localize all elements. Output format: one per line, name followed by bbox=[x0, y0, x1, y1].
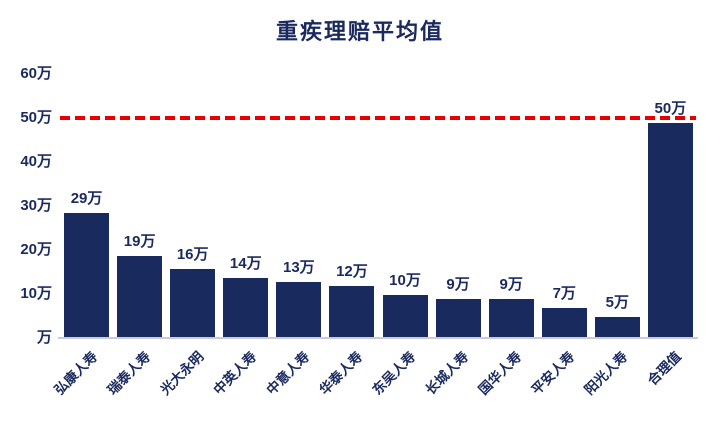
x-axis-label: 阳光人寿 bbox=[581, 348, 631, 398]
bar-value-label: 13万 bbox=[283, 259, 315, 277]
bar bbox=[541, 307, 587, 338]
bar-slot: 13万中意人寿 bbox=[264, 0, 325, 398]
bar-slot: 50万合理值 bbox=[644, 0, 697, 388]
bar-slot: 16万光大永明 bbox=[157, 0, 219, 398]
y-axis-tick-label: 20万 bbox=[20, 241, 52, 258]
x-axis-line bbox=[58, 337, 698, 339]
chart-title: 重疾理赔平均值 bbox=[275, 19, 444, 44]
x-axis-label: 国华人寿 bbox=[475, 348, 525, 398]
bar-value-label: 9万 bbox=[446, 276, 470, 294]
bar-slot: 19万瑞泰人寿 bbox=[104, 0, 166, 398]
bar-value-label: 19万 bbox=[123, 233, 156, 251]
bar-value-label: 12万 bbox=[336, 263, 368, 281]
bar-value-label: 16万 bbox=[176, 246, 209, 264]
y-axis-tick-label: 万 bbox=[36, 329, 52, 346]
bar-value-label: 5万 bbox=[605, 293, 629, 311]
bar-value-label: 7万 bbox=[552, 284, 576, 302]
x-axis-label: 弘康人寿 bbox=[51, 348, 100, 398]
bar-slot: 10万东吴人寿 bbox=[370, 0, 431, 398]
bar-slot: 14万中英人寿 bbox=[210, 0, 272, 398]
bar-slot: 5万阳光人寿 bbox=[582, 0, 644, 398]
bar-slot: 29万弘康人寿 bbox=[51, 0, 113, 398]
y-axis-tick-label: 50万 bbox=[20, 109, 52, 126]
bar-value-label: 29万 bbox=[70, 190, 103, 208]
x-axis-label: 中英人寿 bbox=[210, 348, 260, 398]
bar bbox=[117, 256, 163, 338]
bar bbox=[276, 282, 322, 338]
bar bbox=[223, 277, 269, 338]
bar bbox=[435, 299, 481, 338]
x-axis-label: 光大永明 bbox=[157, 348, 207, 398]
bar-slot: 12万华泰人寿 bbox=[317, 0, 378, 398]
bar-value-label: 10万 bbox=[389, 272, 421, 289]
x-axis-label: 东吴人寿 bbox=[369, 348, 419, 398]
y-axis-tick-label: 30万 bbox=[20, 197, 52, 214]
reference-dashed-line bbox=[60, 116, 696, 120]
bar-slot: 9万国华人寿 bbox=[476, 0, 538, 398]
bar-value-label: 14万 bbox=[229, 254, 262, 272]
x-axis-label: 华泰人寿 bbox=[316, 348, 366, 398]
bar-slot: 9万长城人寿 bbox=[423, 0, 485, 398]
bar bbox=[488, 299, 534, 338]
x-axis-label: 平安人寿 bbox=[528, 348, 578, 398]
x-axis-label: 合理值 bbox=[644, 348, 684, 389]
x-axis-label: 瑞泰人寿 bbox=[104, 348, 154, 398]
bar-value-label: 9万 bbox=[499, 276, 523, 294]
bar-value-label: 50万 bbox=[654, 100, 687, 117]
bar bbox=[382, 295, 428, 338]
x-axis-label: 长城人寿 bbox=[422, 348, 472, 398]
bar bbox=[329, 286, 375, 338]
y-axis-tick-label: 40万 bbox=[20, 153, 52, 170]
bar bbox=[64, 213, 110, 338]
y-axis-tick-label: 60万 bbox=[20, 65, 52, 82]
bar-slot: 7万平安人寿 bbox=[529, 0, 591, 398]
x-axis-label: 中意人寿 bbox=[263, 348, 313, 398]
bar-series: 29万 弘康人寿 19万 瑞泰人寿 16万 光大永明 14万 中英人寿 13万 中意人寿 12万 华泰… bbox=[51, 0, 697, 398]
bar bbox=[594, 316, 640, 338]
bar bbox=[647, 123, 693, 338]
y-axis-tick-label: 10万 bbox=[20, 285, 52, 302]
bar bbox=[170, 269, 216, 338]
